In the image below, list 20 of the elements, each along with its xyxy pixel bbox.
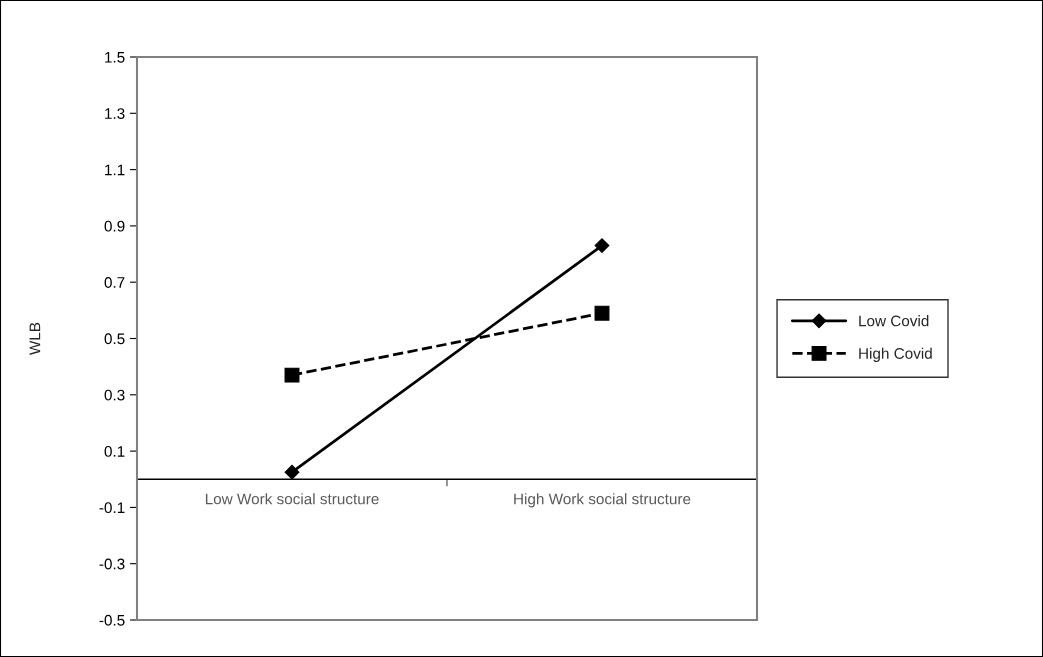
y-tick-label: -0.5: [99, 614, 125, 626]
y-tick-label: 0.9: [104, 220, 125, 232]
legend-label: High Covid: [859, 347, 932, 362]
y-tick-label: 0.7: [104, 277, 125, 288]
y-tick-label: -0.1: [99, 502, 125, 514]
y-tick-label: 1.5: [105, 52, 125, 63]
x-tick-label: High Work social structure: [514, 493, 691, 508]
y-tick-label: 1.1: [105, 164, 125, 176]
x-tick-label: Low Work social structure: [205, 493, 379, 505]
point: [284, 464, 300, 480]
y-tick-label: 0.5: [104, 333, 125, 345]
y-tick-label: 0.1: [104, 445, 125, 457]
point: [284, 367, 300, 383]
y-tick-label: 1.3: [105, 108, 125, 119]
point: [594, 305, 610, 321]
y-tick-label: -0.3: [99, 558, 125, 570]
point: [594, 238, 610, 253]
y-axis-title: WLB: [29, 322, 41, 355]
legend-label: Low Covid: [859, 315, 929, 327]
y-tick-label: 0.3: [104, 389, 125, 401]
